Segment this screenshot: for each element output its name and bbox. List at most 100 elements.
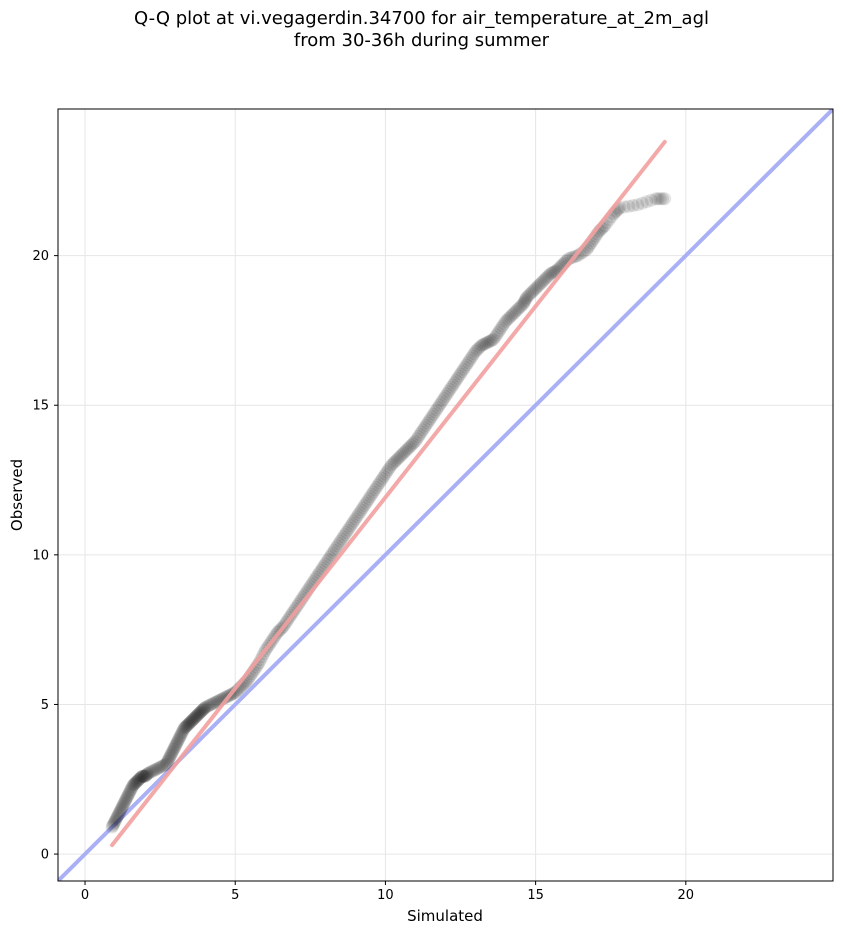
quantile-point xyxy=(120,790,134,804)
quantile-point xyxy=(514,299,528,313)
quantile-point xyxy=(137,769,151,783)
quantile-point xyxy=(445,380,459,394)
quantile-point xyxy=(470,343,484,357)
quantile-point xyxy=(374,474,388,488)
quantile-point xyxy=(196,703,210,717)
quantile-point xyxy=(161,753,175,767)
quantile-point xyxy=(119,792,133,806)
quantile-point xyxy=(482,335,496,349)
quantile-point xyxy=(542,268,556,282)
quantile-point xyxy=(165,745,179,759)
quantile-point xyxy=(473,340,487,354)
quantile-point xyxy=(487,332,501,346)
quantile-point xyxy=(520,291,534,305)
quantile-point xyxy=(502,311,516,325)
quantile-point xyxy=(454,367,468,381)
quantile-point xyxy=(135,769,149,783)
quantile-point xyxy=(390,452,404,466)
quantile-point xyxy=(173,729,187,743)
x-tick-label-0: 0 xyxy=(81,888,89,903)
quantile-point xyxy=(348,512,362,526)
quantile-point xyxy=(166,744,180,758)
quantile-point xyxy=(207,696,221,710)
quantile-point xyxy=(640,195,654,209)
quantile-point xyxy=(158,758,172,772)
quantile-point xyxy=(386,457,400,471)
quantile-point xyxy=(451,371,465,385)
quantile-point xyxy=(193,706,207,720)
quantile-point xyxy=(535,276,549,290)
quantile-point xyxy=(378,467,392,481)
quantile-point xyxy=(452,369,466,383)
quantile-point xyxy=(393,449,407,463)
quantile-point xyxy=(505,308,519,322)
quantile-point xyxy=(521,289,535,303)
quantile-point xyxy=(354,503,368,517)
quantile-point xyxy=(545,266,559,280)
quantile-point xyxy=(414,425,428,439)
quantile-point xyxy=(381,463,395,477)
quantile-point xyxy=(407,436,421,450)
quantile-point xyxy=(651,192,665,206)
quantile-point xyxy=(365,487,379,501)
quantile-point xyxy=(167,742,181,756)
quantile-point xyxy=(475,338,489,352)
quantile-point xyxy=(197,701,211,715)
quantile-point xyxy=(132,772,146,786)
quantile-point xyxy=(461,356,475,370)
quantile-point xyxy=(176,724,190,738)
quantile-point xyxy=(125,780,139,794)
quantile-point xyxy=(434,396,448,410)
quantile-point xyxy=(635,196,649,210)
quantile-point xyxy=(137,769,151,783)
quantile-point xyxy=(200,700,214,714)
quantile-point xyxy=(204,697,218,711)
quantile-point xyxy=(178,721,192,735)
quantile-point xyxy=(336,530,350,544)
quantile-point xyxy=(469,344,483,358)
quantile-point xyxy=(327,543,341,557)
quantile-point xyxy=(399,443,413,457)
quantile-point xyxy=(109,813,123,827)
y-tick-label-1: 5 xyxy=(41,698,49,713)
quantile-point xyxy=(508,305,522,319)
quantile-point xyxy=(515,298,529,312)
quantile-point xyxy=(511,302,525,316)
quantile-point xyxy=(105,820,119,834)
quantile-point xyxy=(517,295,531,309)
quantile-point xyxy=(493,323,507,337)
quantile-point xyxy=(190,709,204,723)
quantile-point xyxy=(363,489,377,503)
quantile-point xyxy=(181,718,195,732)
quantile-point xyxy=(371,478,385,492)
x-tick-label-2: 10 xyxy=(377,888,394,903)
quantile-point xyxy=(494,321,508,335)
quantile-point xyxy=(429,403,443,417)
quantile-point xyxy=(125,781,139,795)
quantile-point xyxy=(107,816,121,830)
quantile-point xyxy=(107,817,121,831)
quantile-point xyxy=(530,280,544,294)
quantile-point xyxy=(351,507,365,521)
y-tick-label-3: 15 xyxy=(32,399,49,414)
quantile-point xyxy=(342,521,356,535)
y-tick-label-0: 0 xyxy=(41,848,49,863)
quantile-point xyxy=(440,387,454,401)
quantile-point xyxy=(479,336,493,350)
quantile-point xyxy=(523,288,537,302)
quantile-point xyxy=(416,423,430,437)
quantile-point xyxy=(544,267,558,281)
quantile-point xyxy=(512,301,526,315)
y-axis-label: Observed xyxy=(8,459,26,531)
quantile-point xyxy=(353,505,367,519)
quantile-point xyxy=(362,492,376,506)
quantile-point xyxy=(497,317,511,331)
quantile-point xyxy=(517,296,531,310)
quantile-point xyxy=(626,199,640,212)
quantile-point xyxy=(476,338,490,352)
quantile-point xyxy=(347,514,361,528)
quantile-point xyxy=(506,307,520,321)
quantile-point xyxy=(392,451,406,465)
quantile-point xyxy=(499,314,513,328)
quantile-point xyxy=(118,795,132,809)
